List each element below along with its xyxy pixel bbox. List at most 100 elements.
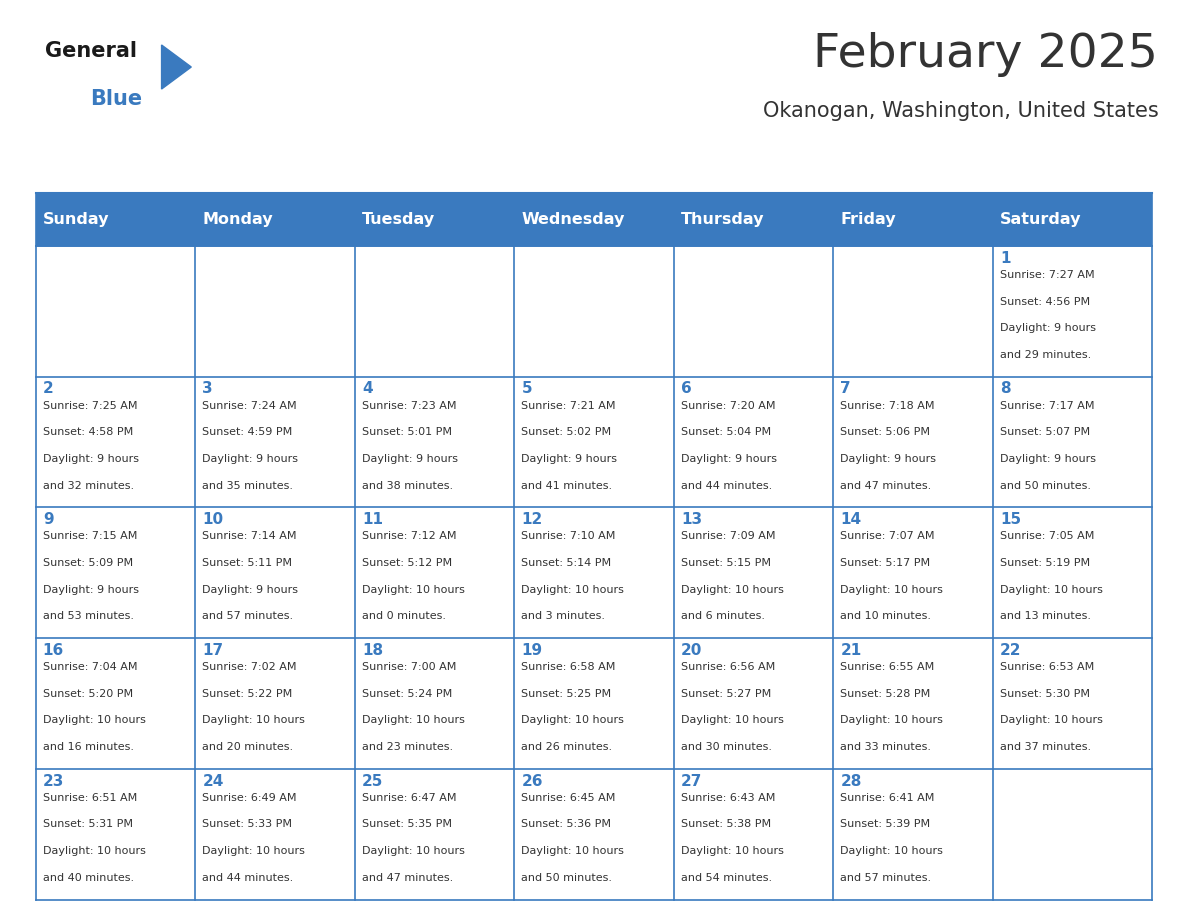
Text: 27: 27 <box>681 774 702 789</box>
Text: and 29 minutes.: and 29 minutes. <box>1000 350 1092 360</box>
Text: Daylight: 9 hours: Daylight: 9 hours <box>43 454 139 464</box>
Text: Sunrise: 6:43 AM: Sunrise: 6:43 AM <box>681 793 776 802</box>
Text: Friday: Friday <box>840 212 896 227</box>
Bar <box>993 508 1152 638</box>
Bar <box>514 376 674 508</box>
Text: Sunset: 5:20 PM: Sunset: 5:20 PM <box>43 688 133 699</box>
Text: 5: 5 <box>522 381 532 397</box>
Bar <box>674 246 833 376</box>
Text: 10: 10 <box>202 512 223 527</box>
Text: Sunset: 5:36 PM: Sunset: 5:36 PM <box>522 820 612 830</box>
Text: Sunrise: 7:23 AM: Sunrise: 7:23 AM <box>362 400 456 410</box>
Text: Daylight: 10 hours: Daylight: 10 hours <box>362 715 465 725</box>
Text: and 47 minutes.: and 47 minutes. <box>362 873 453 883</box>
Text: 4: 4 <box>362 381 373 397</box>
Text: and 10 minutes.: and 10 minutes. <box>840 611 931 621</box>
Text: Sunset: 5:22 PM: Sunset: 5:22 PM <box>202 688 292 699</box>
Bar <box>355 769 514 900</box>
Text: Sunrise: 6:51 AM: Sunrise: 6:51 AM <box>43 793 137 802</box>
Bar <box>674 376 833 508</box>
Text: 22: 22 <box>1000 643 1022 658</box>
Text: 13: 13 <box>681 512 702 527</box>
Text: Tuesday: Tuesday <box>362 212 435 227</box>
Text: 23: 23 <box>43 774 64 789</box>
Text: 25: 25 <box>362 774 384 789</box>
Text: Sunset: 5:09 PM: Sunset: 5:09 PM <box>43 558 133 568</box>
Text: Sunset: 5:12 PM: Sunset: 5:12 PM <box>362 558 451 568</box>
Text: Daylight: 10 hours: Daylight: 10 hours <box>362 846 465 856</box>
Text: Sunset: 5:33 PM: Sunset: 5:33 PM <box>202 820 292 830</box>
Text: 18: 18 <box>362 643 383 658</box>
Text: Sunset: 5:17 PM: Sunset: 5:17 PM <box>840 558 930 568</box>
Text: Daylight: 10 hours: Daylight: 10 hours <box>840 846 943 856</box>
Bar <box>36 769 195 900</box>
Text: Sunset: 5:15 PM: Sunset: 5:15 PM <box>681 558 771 568</box>
Text: Sunset: 5:38 PM: Sunset: 5:38 PM <box>681 820 771 830</box>
Text: Sunrise: 7:20 AM: Sunrise: 7:20 AM <box>681 400 776 410</box>
Text: and 57 minutes.: and 57 minutes. <box>840 873 931 883</box>
Text: Daylight: 9 hours: Daylight: 9 hours <box>202 454 298 464</box>
Text: Sunrise: 7:18 AM: Sunrise: 7:18 AM <box>840 400 935 410</box>
Text: and 26 minutes.: and 26 minutes. <box>522 742 613 752</box>
Text: Daylight: 9 hours: Daylight: 9 hours <box>202 585 298 595</box>
Text: Sunset: 5:28 PM: Sunset: 5:28 PM <box>840 688 930 699</box>
Text: February 2025: February 2025 <box>814 32 1158 77</box>
Text: Daylight: 9 hours: Daylight: 9 hours <box>43 585 139 595</box>
Bar <box>355 638 514 769</box>
Text: Sunrise: 7:25 AM: Sunrise: 7:25 AM <box>43 400 138 410</box>
Text: Saturday: Saturday <box>1000 212 1081 227</box>
Text: Sunset: 4:58 PM: Sunset: 4:58 PM <box>43 427 133 437</box>
Text: Thursday: Thursday <box>681 212 764 227</box>
Text: Daylight: 9 hours: Daylight: 9 hours <box>1000 454 1097 464</box>
Text: and 0 minutes.: and 0 minutes. <box>362 611 446 621</box>
Text: and 32 minutes.: and 32 minutes. <box>43 481 134 491</box>
Text: 3: 3 <box>202 381 213 397</box>
Text: Sunset: 5:27 PM: Sunset: 5:27 PM <box>681 688 771 699</box>
Text: Daylight: 10 hours: Daylight: 10 hours <box>522 846 624 856</box>
Text: and 40 minutes.: and 40 minutes. <box>43 873 134 883</box>
Bar <box>674 508 833 638</box>
Text: Wednesday: Wednesday <box>522 212 625 227</box>
Text: and 20 minutes.: and 20 minutes. <box>202 742 293 752</box>
Text: Daylight: 10 hours: Daylight: 10 hours <box>522 585 624 595</box>
Text: and 44 minutes.: and 44 minutes. <box>681 481 772 491</box>
Bar <box>833 508 993 638</box>
Text: 11: 11 <box>362 512 383 527</box>
Bar <box>514 508 674 638</box>
Text: and 13 minutes.: and 13 minutes. <box>1000 611 1091 621</box>
Bar <box>36 508 195 638</box>
Bar <box>993 246 1152 376</box>
Text: Daylight: 10 hours: Daylight: 10 hours <box>681 715 784 725</box>
Text: Sunset: 4:56 PM: Sunset: 4:56 PM <box>1000 297 1091 307</box>
Text: Sunset: 5:24 PM: Sunset: 5:24 PM <box>362 688 453 699</box>
Text: 15: 15 <box>1000 512 1020 527</box>
Text: Sunrise: 7:02 AM: Sunrise: 7:02 AM <box>202 662 297 672</box>
Text: Daylight: 10 hours: Daylight: 10 hours <box>202 715 305 725</box>
Text: Sunrise: 6:56 AM: Sunrise: 6:56 AM <box>681 662 775 672</box>
Text: Sunrise: 7:09 AM: Sunrise: 7:09 AM <box>681 532 776 542</box>
Text: and 6 minutes.: and 6 minutes. <box>681 611 765 621</box>
Bar <box>514 246 674 376</box>
Text: and 33 minutes.: and 33 minutes. <box>840 742 931 752</box>
Text: 20: 20 <box>681 643 702 658</box>
Text: Daylight: 9 hours: Daylight: 9 hours <box>840 454 936 464</box>
Text: and 30 minutes.: and 30 minutes. <box>681 742 772 752</box>
Text: Sunset: 4:59 PM: Sunset: 4:59 PM <box>202 427 292 437</box>
Polygon shape <box>162 45 191 89</box>
Text: Sunset: 5:39 PM: Sunset: 5:39 PM <box>840 820 930 830</box>
Text: 26: 26 <box>522 774 543 789</box>
Text: Sunset: 5:30 PM: Sunset: 5:30 PM <box>1000 688 1089 699</box>
Text: Sunrise: 7:21 AM: Sunrise: 7:21 AM <box>522 400 615 410</box>
Text: Sunset: 5:07 PM: Sunset: 5:07 PM <box>1000 427 1091 437</box>
Text: and 41 minutes.: and 41 minutes. <box>522 481 613 491</box>
Text: Daylight: 9 hours: Daylight: 9 hours <box>522 454 618 464</box>
Bar <box>833 769 993 900</box>
Text: 28: 28 <box>840 774 861 789</box>
Text: Daylight: 10 hours: Daylight: 10 hours <box>1000 715 1102 725</box>
Text: Sunrise: 6:45 AM: Sunrise: 6:45 AM <box>522 793 615 802</box>
Text: Sunrise: 7:15 AM: Sunrise: 7:15 AM <box>43 532 137 542</box>
Text: and 47 minutes.: and 47 minutes. <box>840 481 931 491</box>
Text: Sunset: 5:35 PM: Sunset: 5:35 PM <box>362 820 451 830</box>
Text: Blue: Blue <box>90 89 143 109</box>
Text: and 37 minutes.: and 37 minutes. <box>1000 742 1091 752</box>
